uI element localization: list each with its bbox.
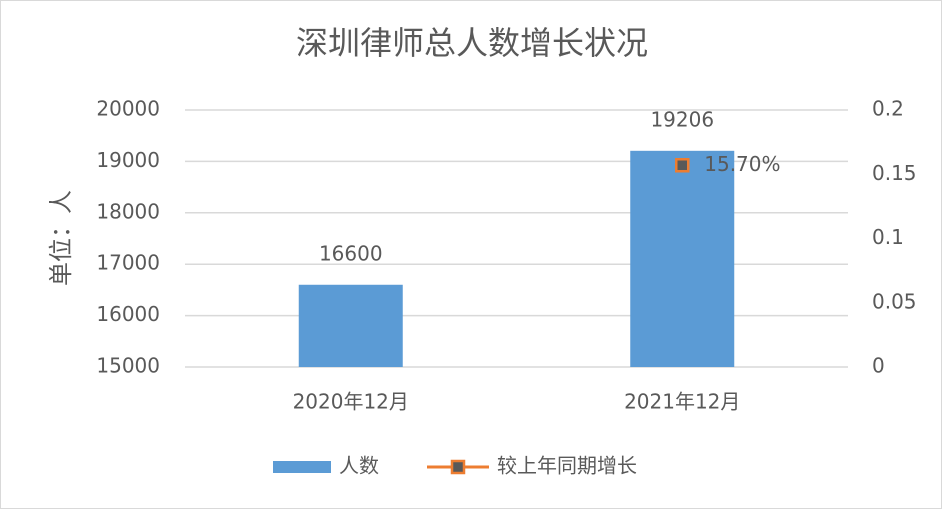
y-tick-label: 17000 [96,251,160,275]
y-tick-label: 18000 [96,199,160,223]
legend-label: 人数 [339,454,379,478]
y2-tick-label: 0 [872,354,885,378]
chart-title: 深圳律师总人数增长状况 [296,24,648,62]
legend-marker [450,459,466,475]
y2-tick-label: 0.05 [872,289,917,313]
x-tick-label: 2021年12月 [624,390,740,414]
y-tick-label: 20000 [96,97,160,121]
y-tick-label: 15000 [96,354,160,378]
y-tick-label: 16000 [96,302,160,326]
legend-swatch [273,461,331,473]
bar-value-label: 16600 [319,241,383,265]
y2-tick-label: 0.2 [872,97,904,121]
y2-tick-label: 0.15 [872,161,917,185]
y-tick-label: 19000 [96,148,160,172]
line-value-label: 15.70% [704,152,780,176]
y-axis-label: 单位：人 [47,190,75,286]
y2-tick-label: 0.1 [872,225,904,249]
line-marker [675,158,690,173]
legend-label: 较上年同期增长 [497,454,637,478]
bar [630,150,735,367]
x-tick-label: 2020年12月 [293,390,409,414]
bar-value-label: 19206 [650,107,714,131]
bar [298,284,403,367]
